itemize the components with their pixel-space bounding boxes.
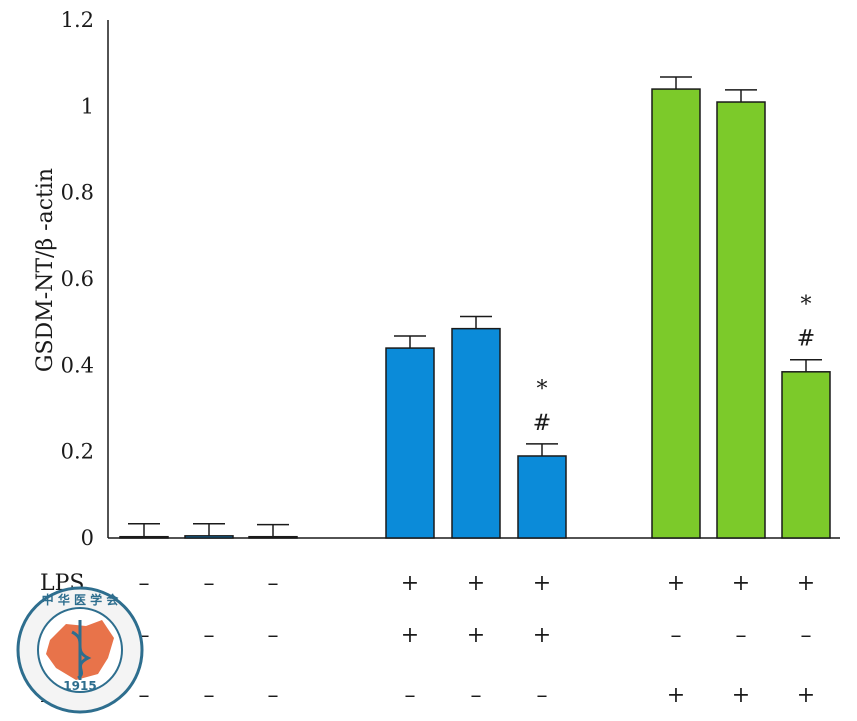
condition-sign: + (797, 571, 815, 596)
condition-sign: – (139, 623, 150, 648)
condition-sign: + (467, 623, 485, 648)
chinese-medical-association-logo: 中 华 医 学 会 1915 (16, 586, 144, 714)
condition-sign: – (268, 683, 279, 708)
staff-snake-icon (71, 620, 92, 680)
logo-chinese-text: 中 华 医 学 会 (42, 592, 120, 607)
bar (781, 371, 831, 539)
condition-sign: + (732, 571, 750, 596)
condition-sign: – (268, 571, 279, 596)
condition-sign: + (667, 683, 685, 708)
condition-sign: – (139, 571, 150, 596)
y-tick-label: 0.4 (61, 353, 94, 377)
condition-table: LPS–––++++++CTB–––+++–––NIG––––––+++ (40, 571, 815, 708)
condition-sign: – (139, 683, 150, 708)
condition-sign: + (467, 571, 485, 596)
y-tick-label: 0 (81, 526, 94, 550)
condition-sign: – (736, 623, 747, 648)
condition-sign: – (537, 683, 548, 708)
bar (248, 535, 298, 539)
condition-sign: + (533, 623, 551, 648)
bar (517, 455, 567, 539)
bar (716, 101, 766, 539)
y-tick-label: 0.8 (61, 181, 94, 205)
bar (184, 535, 234, 539)
condition-sign: – (671, 623, 682, 648)
bar (385, 347, 435, 539)
y-tick-label: 1 (81, 94, 94, 118)
condition-sign: + (732, 683, 750, 708)
condition-sign: – (405, 683, 416, 708)
y-axis-label: GSDM-NT/β -actin (33, 168, 58, 372)
significance-mark: # (797, 327, 815, 352)
condition-sign: – (801, 623, 812, 648)
y-tick-label: 0.2 (61, 440, 94, 464)
condition-sign: – (268, 623, 279, 648)
condition-sign: + (533, 571, 551, 596)
significance-mark: * (537, 377, 548, 402)
condition-sign: + (401, 571, 419, 596)
condition-sign: + (797, 683, 815, 708)
y-tick-label: 1.2 (61, 8, 94, 32)
bar (451, 327, 501, 539)
bars: * # * # (119, 76, 831, 539)
logo-year: 1915 (63, 679, 96, 693)
bar (119, 535, 169, 539)
condition-sign: + (667, 571, 685, 596)
condition-sign: – (204, 623, 215, 648)
condition-sign: + (401, 623, 419, 648)
condition-sign: – (471, 683, 482, 708)
significance-mark: * (801, 293, 812, 318)
y-tick-label: 0.6 (61, 267, 94, 291)
bar (651, 88, 701, 539)
condition-sign: – (204, 683, 215, 708)
condition-sign: – (204, 571, 215, 596)
significance-mark: # (533, 411, 551, 436)
